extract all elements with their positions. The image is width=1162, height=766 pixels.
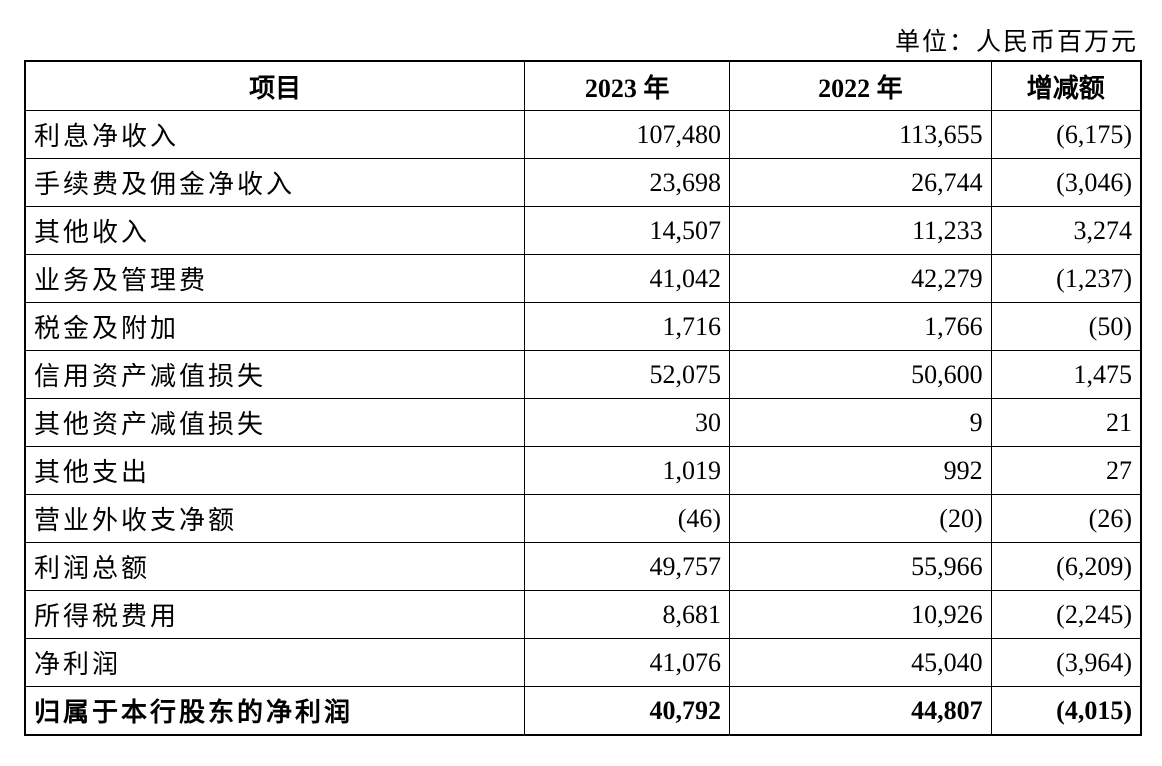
value-cell: (20) bbox=[729, 494, 992, 543]
item-cell: 信用资产减值损失 bbox=[24, 350, 526, 399]
value-cell: 52,075 bbox=[524, 350, 731, 399]
value-cell: 50,600 bbox=[729, 350, 992, 399]
table-row: 税金及附加 1,716 1,766 (50) bbox=[24, 302, 1142, 351]
value-cell: 40,792 bbox=[524, 686, 731, 736]
table-row: 其他资产减值损失 30 9 21 bbox=[24, 398, 1142, 447]
value-cell: (50) bbox=[990, 302, 1142, 351]
value-cell: 44,807 bbox=[729, 686, 992, 736]
value-cell: 14,507 bbox=[524, 206, 731, 255]
table-row: 其他支出 1,019 992 27 bbox=[24, 446, 1142, 495]
item-cell: 税金及附加 bbox=[24, 302, 526, 351]
income-table: 项目 2023 年 2022 年增减额 利息净收入 107,480 113,655 (6,… bbox=[24, 60, 1142, 736]
value-cell: 1,716 bbox=[524, 302, 731, 351]
value-cell: 45,040 bbox=[729, 638, 992, 687]
value-cell: 27 bbox=[990, 446, 1142, 495]
value-cell: (6,209) bbox=[990, 542, 1142, 591]
value-cell: (2,245) bbox=[990, 590, 1142, 639]
item-cell: 营业外收支净额 bbox=[24, 494, 526, 543]
value-cell: 9 bbox=[729, 398, 992, 447]
item-cell: 归属于本行股东的净利润 bbox=[24, 686, 526, 736]
table-row: 其他收入 14,507 11,233 3,274 bbox=[24, 206, 1142, 255]
item-cell: 其他资产减值损失 bbox=[24, 398, 526, 447]
value-cell: 49,757 bbox=[524, 542, 731, 591]
value-cell: 55,966 bbox=[729, 542, 992, 591]
value-cell: 30 bbox=[524, 398, 731, 447]
table-row: 归属于本行股东的净利润 40,792 44,807 (4,015) bbox=[24, 686, 1142, 736]
value-cell: (4,015) bbox=[990, 686, 1142, 736]
value-cell: (6,175) bbox=[990, 110, 1142, 159]
item-cell: 其他支出 bbox=[24, 446, 526, 495]
column-header: 项目 bbox=[24, 60, 526, 111]
item-cell: 利润总额 bbox=[24, 542, 526, 591]
value-cell: (26) bbox=[990, 494, 1142, 543]
value-cell: 107,480 bbox=[524, 110, 731, 159]
value-cell: 1,019 bbox=[524, 446, 731, 495]
value-cell: 11,233 bbox=[729, 206, 992, 255]
table-row: 净利润 41,076 45,040 (3,964) bbox=[24, 638, 1142, 687]
value-cell: (3,964) bbox=[990, 638, 1142, 687]
value-cell: 992 bbox=[729, 446, 992, 495]
item-cell: 手续费及佣金净收入 bbox=[24, 158, 526, 207]
value-cell: 3,274 bbox=[990, 206, 1142, 255]
table-row: 手续费及佣金净收入 23,698 26,744 (3,046) bbox=[24, 158, 1142, 207]
value-cell: (3,046) bbox=[990, 158, 1142, 207]
column-header: 增减额 bbox=[990, 60, 1142, 111]
value-cell: 8,681 bbox=[524, 590, 731, 639]
item-cell: 其他收入 bbox=[24, 206, 526, 255]
header-row: 项目 2023 年 2022 年增减额 bbox=[24, 60, 1142, 111]
item-cell: 所得税费用 bbox=[24, 590, 526, 639]
table-row: 业务及管理费 41,042 42,279 (1,237) bbox=[24, 254, 1142, 303]
value-cell: (1,237) bbox=[990, 254, 1142, 303]
table-row: 信用资产减值损失 52,075 50,600 1,475 bbox=[24, 350, 1142, 399]
table-row: 利润总额 49,757 55,966 (6,209) bbox=[24, 542, 1142, 591]
table-row: 利息净收入 107,480 113,655 (6,175) bbox=[24, 110, 1142, 159]
value-cell: 10,926 bbox=[729, 590, 992, 639]
value-cell: 41,076 bbox=[524, 638, 731, 687]
value-cell: 1,475 bbox=[990, 350, 1142, 399]
value-cell: 23,698 bbox=[524, 158, 731, 207]
table-row: 所得税费用 8,681 10,926 (2,245) bbox=[24, 590, 1142, 639]
value-cell: 21 bbox=[990, 398, 1142, 447]
value-cell: 41,042 bbox=[524, 254, 731, 303]
value-cell: 1,766 bbox=[729, 302, 992, 351]
value-cell: 113,655 bbox=[729, 110, 992, 159]
value-cell: 42,279 bbox=[729, 254, 992, 303]
item-cell: 利息净收入 bbox=[24, 110, 526, 159]
unit-label: 单位：人民币百万元 bbox=[894, 29, 1138, 56]
table-row: 营业外收支净额 (46) (20) (26) bbox=[24, 494, 1142, 543]
item-cell: 净利润 bbox=[24, 638, 526, 687]
column-header: 2022 年 bbox=[729, 60, 992, 111]
value-cell: 26,744 bbox=[729, 158, 992, 207]
item-cell: 业务及管理费 bbox=[24, 254, 526, 303]
column-header: 2023 年 bbox=[524, 60, 731, 111]
value-cell: (46) bbox=[524, 494, 731, 543]
